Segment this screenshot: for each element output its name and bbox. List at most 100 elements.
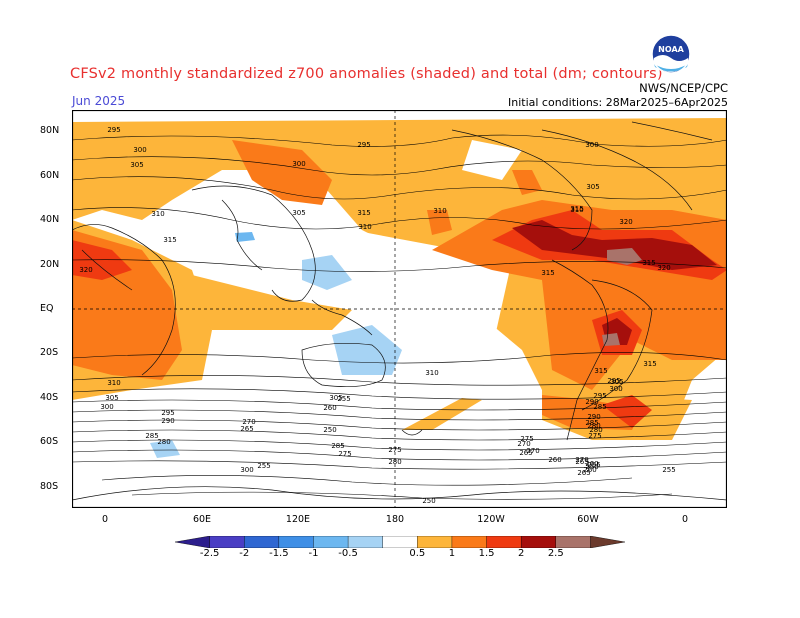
colorbar-swatch-10: [520, 536, 557, 548]
colorbar-swatch-5: [347, 536, 384, 548]
contour-label: 285: [593, 403, 606, 411]
lat-label-3: 20N: [40, 259, 60, 270]
colorbar-label-7: 1.5: [478, 548, 495, 559]
contour-label: 305: [130, 161, 143, 169]
lat-label-0: 80N: [40, 125, 60, 136]
lat-label-4: EQ: [40, 303, 54, 314]
contour-label: 315: [163, 236, 176, 244]
contour-label: 315: [642, 259, 655, 267]
contour-label: 295: [593, 392, 606, 400]
contour-label: 260: [585, 460, 598, 468]
contour-label: 305: [329, 394, 342, 402]
contour-label: 315: [594, 367, 607, 375]
lon-label-4: 120W: [477, 514, 505, 525]
contour-label: 260: [548, 456, 561, 464]
contour-label: 305: [105, 394, 118, 402]
noaa-logo-text: NOAA: [658, 45, 684, 54]
contour-label: 255: [337, 395, 350, 403]
contour-label: 305: [610, 378, 623, 386]
contour-label: 250: [585, 463, 598, 471]
lat-label-5: 20S: [40, 347, 59, 358]
agency-label: NWS/NCEP/CPC: [639, 81, 728, 95]
contour-label: 320: [657, 264, 670, 272]
anomaly-shading: [72, 110, 727, 508]
map-frame: [72, 110, 727, 508]
contour-label: 295: [161, 409, 174, 417]
contour-label: 315: [570, 205, 583, 213]
lon-label-0: 0: [101, 514, 109, 525]
colorbar-swatch-3: [278, 536, 315, 548]
colorbar-label-1: -2: [239, 548, 250, 559]
forecast-month: Jun 2025: [72, 94, 126, 108]
contour-label: 310: [425, 369, 438, 377]
contour-label: 265: [519, 449, 532, 457]
contour-label: 305: [586, 183, 599, 191]
contour-label: 275: [588, 432, 601, 440]
colorbar-swatch-2: [244, 536, 280, 548]
colorbar-swatch-7: [417, 536, 453, 548]
colorbar-label-2: -1.5: [269, 548, 289, 559]
lon-label-6: 0: [681, 514, 689, 525]
colorbar-swatch-6: [382, 536, 418, 548]
contour-label: 295: [607, 377, 620, 385]
colorbar-label-5: 0.5: [409, 548, 426, 559]
contour-label: 300: [292, 160, 305, 168]
contour-label: 270: [517, 440, 530, 448]
initial-conditions: Initial conditions: 28Mar2025–6Apr2025: [508, 96, 728, 109]
coastlines: [72, 121, 727, 501]
contour-label: 310: [107, 379, 120, 387]
colorbar-swatch-11: [555, 536, 591, 548]
colorbar-label-8: 2: [517, 548, 525, 559]
contour-label: 300: [100, 403, 113, 411]
lon-label-3: 180: [385, 514, 405, 525]
contour-label: 310: [570, 206, 583, 214]
contour-label: 275: [338, 450, 351, 458]
grid-lines: [72, 110, 727, 508]
colorbar-label-4: -0.5: [338, 548, 358, 559]
contour-label: 290: [587, 413, 600, 421]
contour-label: 300: [240, 466, 253, 474]
contour-label: 270: [575, 456, 588, 464]
contour-label: 280: [157, 438, 170, 446]
contour-label: 270: [242, 418, 255, 426]
contour-label: 270: [526, 447, 539, 455]
colorbar-swatch-4: [313, 536, 349, 548]
map-title: CFSv2 monthly standardized z700 anomalie…: [70, 66, 663, 82]
contour-label: 280: [587, 422, 600, 430]
contour-label: 265: [240, 425, 253, 433]
contour-label: 255: [257, 462, 270, 470]
lat-label-7: 60S: [40, 436, 59, 447]
contour-label: 260: [583, 466, 596, 474]
contour-label: 290: [161, 417, 174, 425]
contour-label: 255: [587, 461, 600, 469]
colorbar-label-9: 2.5: [547, 548, 564, 559]
contour-label: 290: [585, 398, 598, 406]
colorbar-swatch-0: [175, 536, 210, 548]
contour-label: 310: [358, 223, 371, 231]
contour-label: 285: [331, 442, 344, 450]
lat-label-2: 40N: [40, 214, 60, 225]
contour-label: 260: [323, 404, 336, 412]
contour-label: 310: [433, 207, 446, 215]
lat-label-1: 60N: [40, 170, 60, 181]
noaa-logo-icon: NOAA: [651, 34, 691, 74]
colorbar: [175, 536, 625, 548]
contour-label: 285: [145, 432, 158, 440]
contour-label: 280: [388, 458, 401, 466]
contour-label: 250: [323, 426, 336, 434]
contour-label: 250: [422, 497, 435, 505]
contour-label: 285: [585, 419, 598, 427]
contour-label: 315: [643, 360, 656, 368]
contour-label: 265: [575, 458, 588, 466]
contour-label: 305: [292, 209, 305, 217]
contour-label: 320: [619, 218, 632, 226]
colorbar-label-0: -2.5: [199, 548, 220, 559]
contour-label: 275: [520, 435, 533, 443]
contour-label: 300: [133, 146, 146, 154]
lat-label-6: 40S: [40, 392, 59, 403]
contour-label: 280: [589, 426, 602, 434]
contour-label: 295: [357, 141, 370, 149]
lon-label-5: 60W: [577, 514, 599, 525]
contour-label: 315: [357, 209, 370, 217]
